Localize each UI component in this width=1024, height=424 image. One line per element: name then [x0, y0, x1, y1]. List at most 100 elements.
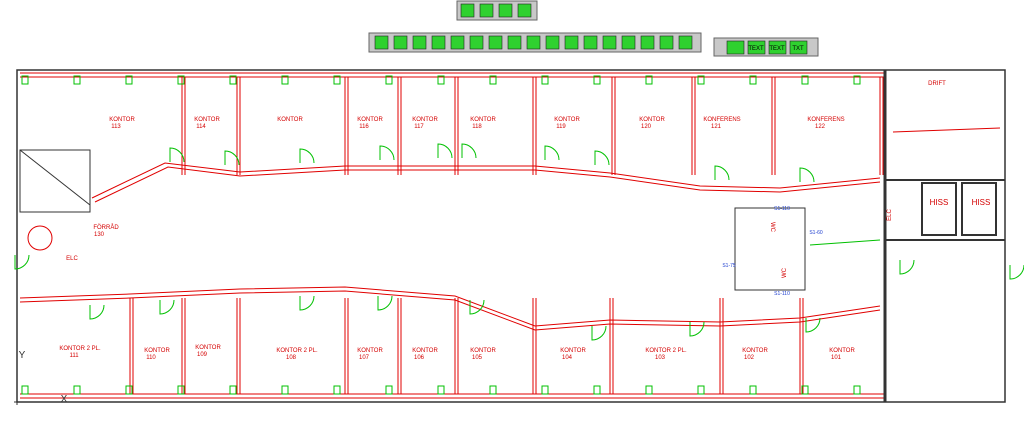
toolbar-button[interactable]: [460, 3, 475, 18]
axis-label: X: [61, 394, 68, 405]
room-label: KONTOR: [194, 117, 220, 123]
room-label: KONTOR: [412, 348, 438, 354]
toolbar-button[interactable]: [659, 35, 674, 50]
room-label: HISS: [972, 198, 991, 207]
toolbar-button[interactable]: [640, 35, 655, 50]
fixture-label: WC: [782, 267, 788, 278]
room-number: 110: [146, 355, 156, 361]
lift-shaft: [921, 182, 957, 236]
room-number: 101: [831, 355, 842, 361]
room-number: 104: [562, 355, 573, 361]
toolbar-button[interactable]: [768, 40, 787, 55]
room-number: 121: [711, 124, 722, 130]
toolbar-button[interactable]: [498, 3, 513, 18]
toolbar-button[interactable]: [747, 40, 766, 55]
room-number: 113: [111, 124, 121, 130]
fixture-label: S1-110: [774, 206, 790, 212]
toolbar-button[interactable]: [479, 3, 494, 18]
column: [21, 75, 29, 85]
toolbar-button[interactable]: [583, 35, 598, 50]
column: [801, 385, 809, 395]
room-number: 102: [744, 355, 755, 361]
room-number: 118: [472, 124, 482, 130]
toolbar-button[interactable]: [678, 35, 693, 50]
column: [385, 75, 393, 85]
toolbar-button-label: TXT: [792, 46, 804, 52]
door: [437, 143, 453, 159]
column: [801, 75, 809, 85]
room-number: 120: [641, 124, 652, 130]
room-label: KONTOR: [277, 117, 303, 123]
room-label: FÖRRÅD: [93, 224, 119, 231]
room-number: 103: [655, 355, 666, 361]
toolbar-button[interactable]: [507, 35, 522, 50]
room-label: KONTOR: [144, 348, 170, 354]
column: [437, 75, 445, 85]
toolbar-button[interactable]: [564, 35, 579, 50]
column: [21, 385, 29, 395]
stair-line: [19, 149, 91, 206]
door: [159, 299, 175, 315]
toolbar-button[interactable]: [621, 35, 636, 50]
toolbar-button[interactable]: [545, 35, 560, 50]
column: [229, 75, 237, 85]
toolbar-button-label: TEXT: [769, 46, 785, 52]
door: [799, 167, 815, 183]
toolbar-button[interactable]: [488, 35, 503, 50]
wall: [892, 127, 1001, 133]
room-label: KONTOR: [639, 117, 665, 123]
toolbar-button[interactable]: [469, 35, 484, 50]
column: [125, 75, 133, 85]
door: [805, 317, 821, 333]
toolbar-button[interactable]: [726, 40, 745, 55]
column: [385, 385, 393, 395]
door: [299, 148, 315, 164]
column: [593, 385, 601, 395]
column: [437, 385, 445, 395]
room-label: KONFERENS: [807, 117, 844, 123]
room-label: KONTOR: [195, 345, 221, 351]
fixture-label: S1-110: [774, 291, 790, 297]
room-label: KONTOR: [554, 117, 580, 123]
room-label: KONTOR: [412, 117, 438, 123]
room-number: 105: [472, 355, 483, 361]
room-label: KONTOR: [742, 348, 768, 354]
toolbar-button[interactable]: [517, 3, 532, 18]
room-number: 107: [359, 355, 370, 361]
door: [689, 321, 705, 337]
toolbar-button[interactable]: [789, 40, 808, 55]
toolbar-button[interactable]: [450, 35, 465, 50]
corridor-wall: [19, 286, 881, 327]
column: [749, 75, 757, 85]
door: [714, 165, 730, 181]
door: [169, 147, 185, 163]
toolbar-button[interactable]: [431, 35, 446, 50]
pipe: [809, 239, 881, 246]
door: [89, 304, 105, 320]
room-label: KONTOR: [470, 117, 496, 123]
toolbar-button[interactable]: [412, 35, 427, 50]
column: [645, 75, 653, 85]
door: [379, 145, 395, 161]
toolbar-button[interactable]: [526, 35, 541, 50]
room-label: KONTOR: [560, 348, 586, 354]
column: [489, 75, 497, 85]
wc-block: [734, 207, 806, 291]
column: [177, 75, 185, 85]
toolbar-button[interactable]: [393, 35, 408, 50]
column: [73, 75, 81, 85]
room-number: 116: [359, 124, 369, 130]
lift-shaft: [961, 182, 997, 236]
door: [14, 254, 30, 270]
column: [645, 385, 653, 395]
column: [489, 385, 497, 395]
room-number: 114: [196, 124, 206, 130]
toolbar-button[interactable]: [374, 35, 389, 50]
toolbar-button[interactable]: [602, 35, 617, 50]
column: [853, 385, 861, 395]
column: [333, 75, 341, 85]
door: [469, 299, 485, 315]
column: [593, 75, 601, 85]
door: [224, 150, 240, 166]
